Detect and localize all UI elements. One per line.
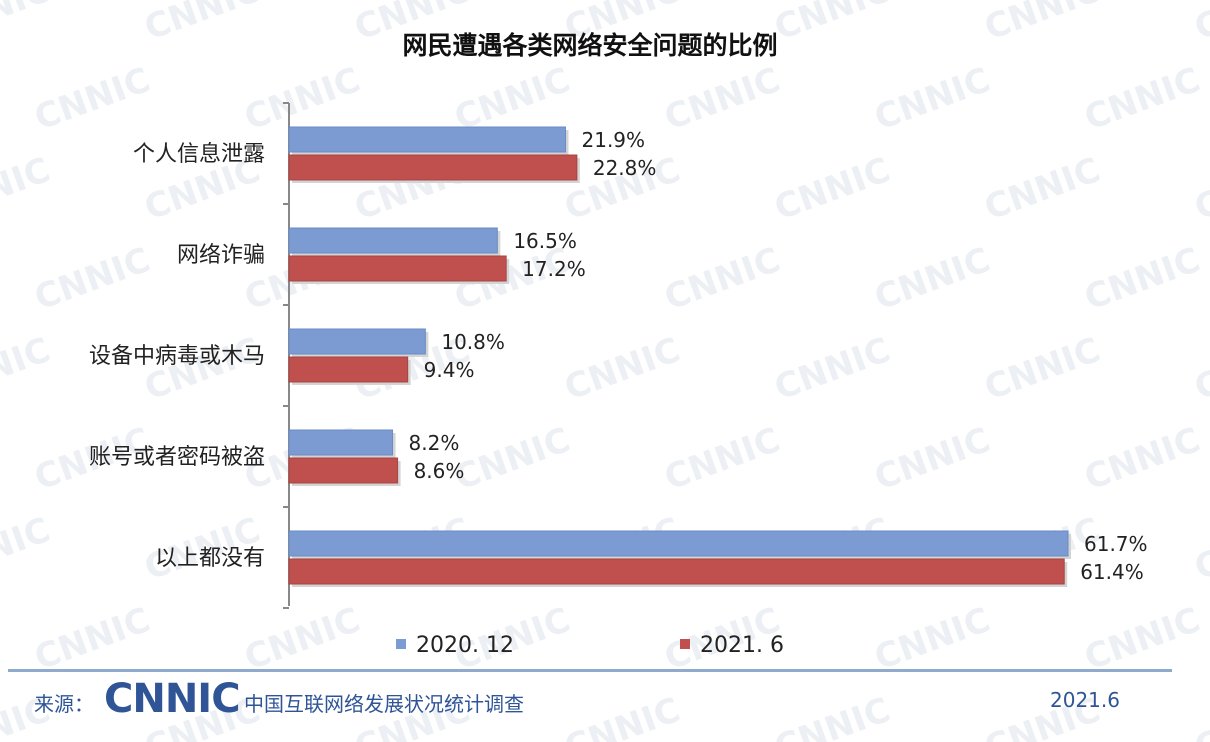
bar-2021-6 [288, 356, 409, 383]
bar-2021-6 [288, 558, 1065, 585]
data-label: 10.8% [441, 330, 505, 354]
data-label: 8.6% [414, 459, 465, 483]
data-label: 8.2% [409, 431, 460, 455]
data-label: 17.2% [522, 257, 586, 281]
data-label: 22.8% [593, 156, 657, 180]
survey-name: 中国互联网络发展状况统计调查 [244, 692, 524, 716]
data-label: 21.9% [582, 128, 646, 152]
data-label: 16.5% [513, 229, 577, 253]
category-label: 个人信息泄露 [133, 142, 265, 167]
legend-swatch [680, 639, 690, 649]
category-label: 以上都没有 [155, 546, 265, 571]
legend-swatch [396, 639, 406, 649]
category-label: 设备中病毒或木马 [89, 344, 265, 369]
bar-2020-12 [288, 530, 1069, 557]
category-label: 账号或者密码被盗 [89, 445, 265, 470]
data-label: 9.4% [424, 358, 475, 382]
category-label: 网络诈骗 [177, 243, 265, 268]
report-date: 2021.6 [1050, 688, 1120, 712]
cnnic-logo: CNNIC [104, 676, 241, 722]
bar-2020-12 [288, 429, 394, 456]
chart-title: 网民遭遇各类网络安全问题的比例 [402, 31, 778, 60]
source-label: 来源： [34, 692, 94, 716]
bar-2020-12 [288, 227, 498, 254]
bar-2021-6 [288, 457, 399, 484]
legend-label: 2021. 6 [700, 633, 784, 658]
bar-2021-6 [288, 255, 507, 282]
legend-label: 2020. 12 [416, 633, 514, 658]
bar-2020-12 [288, 126, 567, 153]
bar-2021-6 [288, 154, 578, 181]
footer-divider [8, 669, 1172, 672]
data-label: 61.7% [1084, 532, 1148, 556]
data-label: 61.4% [1080, 560, 1144, 584]
bar-2020-12 [288, 328, 426, 355]
